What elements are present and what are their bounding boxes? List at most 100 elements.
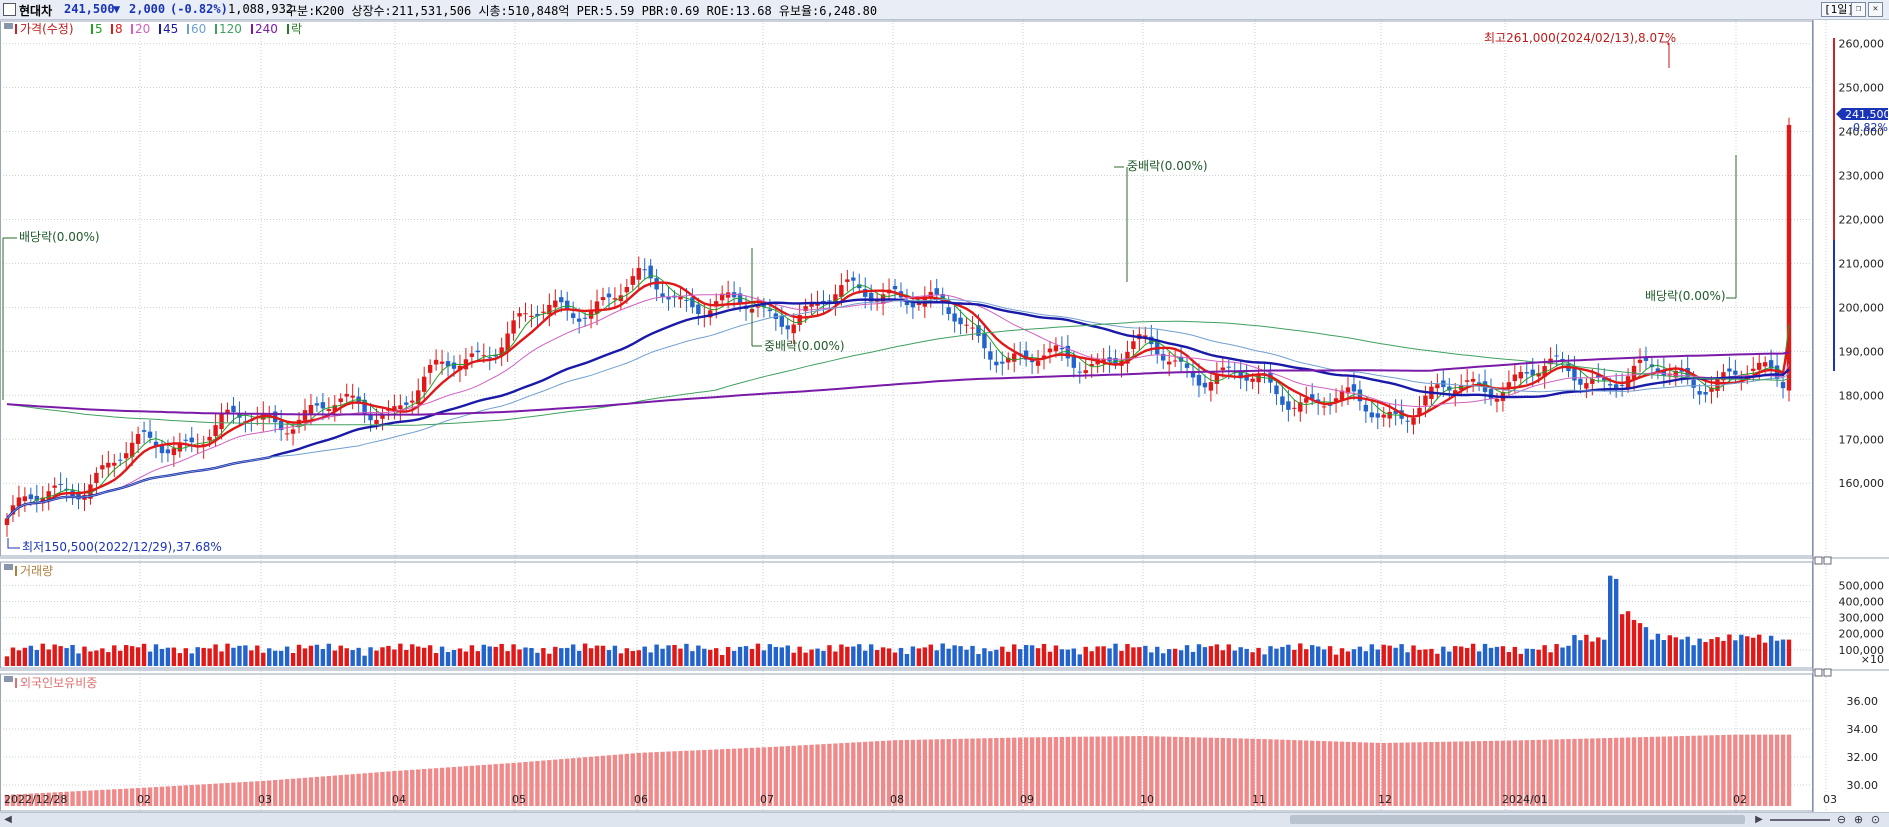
candle [1506,382,1512,389]
close-icon[interactable]: ✕ [1868,2,1883,17]
volume-bar [1709,639,1714,666]
volume-bar [112,645,117,666]
zoom-out-icon[interactable]: ⊖ [1836,813,1847,826]
volume-bar [1345,651,1351,666]
candle [1310,394,1315,399]
volume-bar [70,644,75,666]
ma-line-60 [6,298,1790,519]
volume-bar [755,643,761,666]
volume-bar [1023,645,1029,666]
candle [398,405,403,410]
candle [1035,361,1041,366]
annotation-event-3: 중배락(0.00%) [1127,159,1208,173]
candle [1721,372,1726,381]
foreign-bar [761,747,767,806]
candle [439,361,445,364]
foreign-bar [505,763,510,806]
foreign-bar [374,772,379,806]
volume-bar [517,649,522,666]
volume-bar [1250,652,1255,666]
volume-bar [1369,644,1375,666]
volume-bar [1703,642,1708,666]
pane-menu-icon[interactable] [4,676,13,682]
foreign-bar [362,773,367,806]
candle [22,496,28,502]
horizontal-scrollbar[interactable]: ◀ ▶ ⊖ ⊕ ⊙ [0,812,1889,827]
pane-close-icon[interactable] [1814,556,1832,677]
foreign-bar [731,748,737,806]
candle [976,325,981,336]
volume-bar [648,652,653,666]
foreign-bar [946,739,951,806]
candle [779,315,784,327]
foreign-bar [1315,740,1321,806]
legend-ma-20: 20 [135,22,150,36]
stock-chart[interactable]: 가격(수정) 5 8 20 45 60 120 240 락 거래량 외국인보유비중 160,0… [0,20,1889,812]
candle [380,414,385,419]
foreign-bar [910,739,916,806]
checkbox-icon[interactable] [3,3,16,16]
legend-ma-120: 120 [219,22,242,36]
volume-bar [28,645,34,666]
volume-bar [338,645,343,666]
stock-info-bar: 현대차 241,500 ▼ 2,000 (-0.82%) 1,088,932 구… [0,0,1889,20]
volume-bar [1017,649,1023,666]
foreign-bar [755,747,761,806]
volume-bar [457,648,463,666]
zoom-reset-icon[interactable]: ⊙ [1870,813,1881,826]
volume-bar [630,650,635,666]
foreign-bar [845,742,850,806]
candle [94,472,99,483]
pane-menu-icon[interactable] [4,23,13,29]
foreign-bar [416,769,421,806]
candle [642,269,647,271]
volume-bar [863,650,868,666]
legend-ma-240: 240 [255,22,278,36]
restore-icon[interactable]: ❐ [1851,2,1866,17]
foreign-bar [874,741,880,806]
candle [392,406,397,411]
stock-price: 241,500 [64,2,115,16]
foreign-bar [1423,742,1428,806]
candle [529,315,534,317]
foreign-bar [118,788,123,806]
volume-bar [1649,639,1655,666]
volume-bar [463,651,469,666]
candle [797,315,802,325]
volume-bar [1101,646,1106,666]
annotation-high: 최고261,000(2024/02/13),8.07% [1484,31,1676,45]
volume-tick-label: 400,000 [1839,595,1885,608]
candle [1327,404,1333,406]
scroll-left-icon[interactable]: ◀ [4,814,12,825]
candle [1512,374,1518,382]
candle [606,293,612,298]
candle [1757,362,1762,370]
candle [1244,374,1249,381]
scroll-right-icon[interactable]: ▶ [1755,814,1763,825]
candle [1762,362,1768,367]
volume-bar [16,650,22,666]
y-tick-label: 240,000 [1839,126,1885,139]
volume-bar [332,650,337,666]
volume-bar [1745,636,1750,666]
volume-bar [958,646,963,666]
foreign-bar [1161,736,1166,806]
candle [714,301,719,307]
volume-bar [1637,623,1643,666]
foreign-bar [815,744,820,806]
pane-menu-icon[interactable] [4,564,13,570]
candle [278,420,284,431]
zoom-in-icon[interactable]: ⊕ [1853,813,1864,826]
volume-bar [588,648,594,666]
foreign-bar [1685,735,1690,806]
volume-bar [1053,645,1059,666]
zoom-slider[interactable] [1770,819,1830,821]
period-button[interactable]: [1일] [1821,2,1857,17]
volume-bar [1321,649,1327,666]
stock-name[interactable]: 현대차 [19,4,53,18]
scroll-thumb[interactable] [1290,815,1745,824]
candle [785,325,790,330]
volume-bar [1727,634,1732,666]
candle [421,376,427,392]
candle [1143,335,1148,338]
